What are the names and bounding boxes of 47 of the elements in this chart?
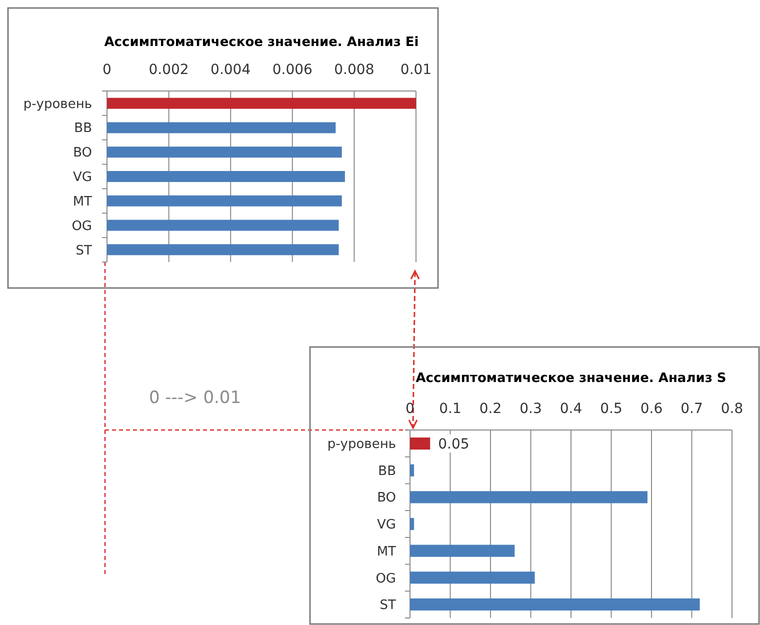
x-tick-label: 0	[102, 62, 112, 78]
y-tick-label: BO	[73, 146, 92, 161]
bar	[410, 464, 414, 476]
y-tick-label: BB	[378, 464, 396, 479]
bar	[410, 438, 430, 450]
y-tick-label: BO	[377, 490, 396, 506]
bar	[107, 195, 342, 206]
y-tick-label: OG	[72, 218, 92, 234]
y-tick-label: OG	[376, 571, 396, 586]
x-tick-label: 0.5	[600, 401, 622, 417]
x-tick-label: 0.8	[720, 401, 744, 417]
text: 0 ---> 0.01	[148, 388, 242, 408]
bar	[410, 544, 515, 557]
x-tick-label: 0.008	[334, 62, 374, 78]
bar	[410, 491, 648, 504]
x-tick-label: 0.3	[520, 401, 542, 417]
x-tick-label: 0.01	[400, 62, 432, 78]
y-tick-label: VG	[73, 170, 92, 186]
y-tick-label: ST	[76, 243, 92, 258]
x-tick-label: 0.2	[479, 401, 502, 417]
y-tick-label: VG	[377, 518, 396, 533]
bar	[410, 518, 414, 530]
bar	[107, 220, 339, 231]
x-tick-label: 0	[406, 401, 414, 417]
bar	[410, 572, 535, 584]
chart-title: Ассимптоматическое значение. Анализ Ei	[104, 35, 419, 50]
bar	[410, 598, 700, 610]
bar	[107, 98, 416, 109]
data-label: 0.05	[438, 436, 470, 452]
x-tick-label: 0.004	[210, 62, 251, 78]
x-tick-label: 0.7	[680, 401, 703, 417]
x-tick-label: 0.002	[148, 62, 189, 78]
x-tick-label: 0.6	[640, 401, 663, 417]
bar	[107, 171, 345, 182]
y-tick-label: MT	[72, 194, 92, 210]
y-tick-label: BB	[74, 121, 92, 136]
x-tick-label: 0.1	[439, 401, 462, 417]
y-tick-label: ST	[380, 598, 396, 614]
bar	[107, 244, 339, 256]
y-tick-label: p-уровень	[23, 96, 92, 112]
y-tick-label: MT	[376, 544, 396, 560]
y-tick-label: p-уровень	[327, 436, 396, 452]
bar	[107, 146, 342, 158]
chart-title: Ассимптоматическое значение. Анализ S	[416, 371, 726, 386]
bar	[107, 122, 336, 134]
x-tick-label: 0.4	[560, 401, 582, 417]
x-tick-label: 0.006	[272, 62, 313, 78]
